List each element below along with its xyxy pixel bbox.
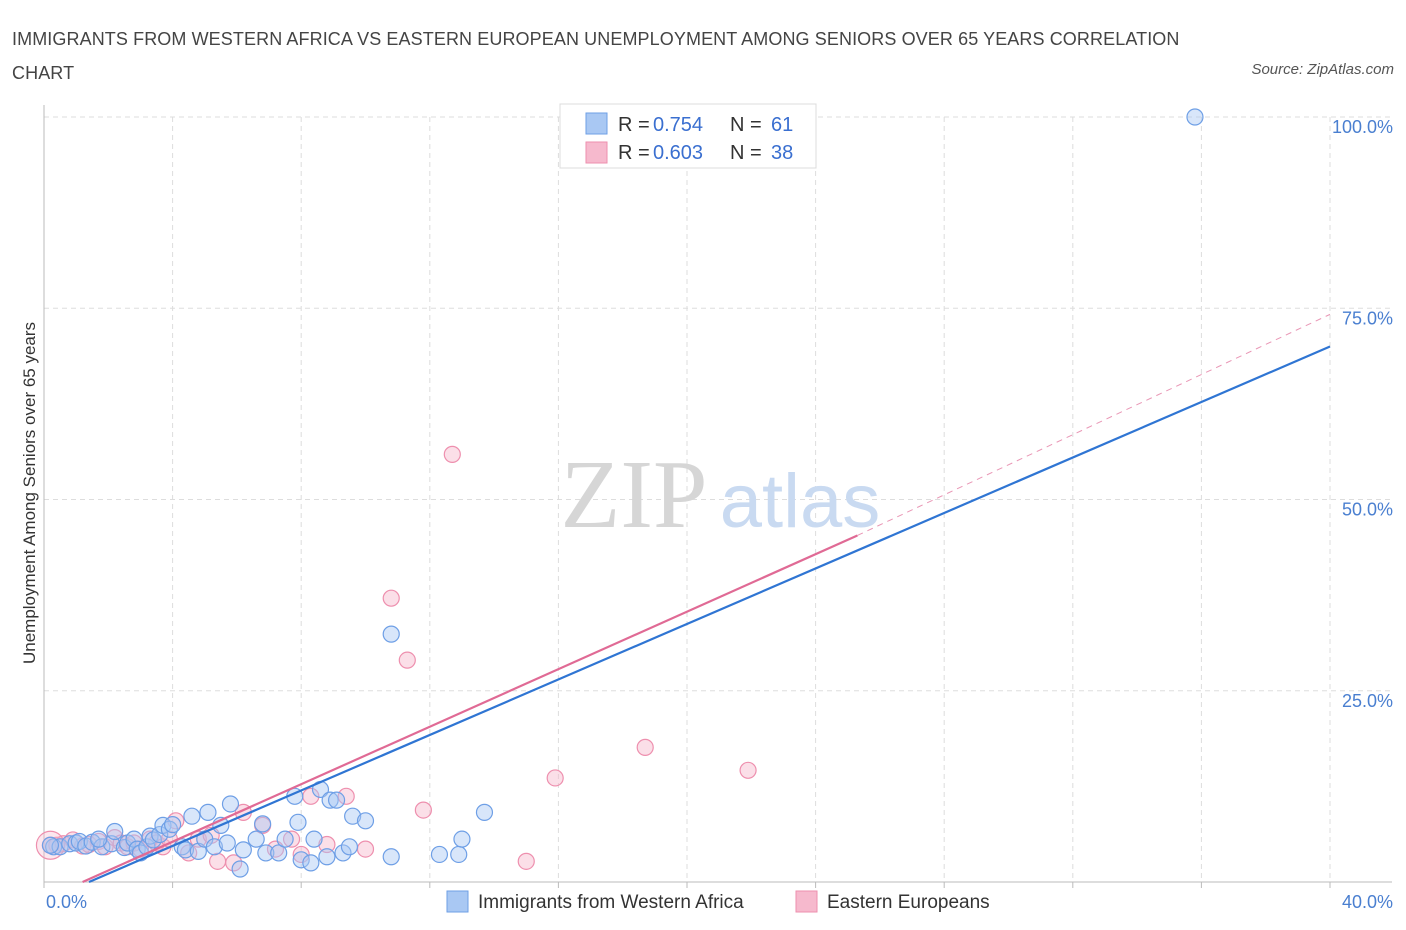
series-legend: Immigrants from Western Africa Eastern E… bbox=[446, 890, 990, 913]
western-africa-point bbox=[205, 838, 223, 856]
western-africa-point bbox=[450, 845, 468, 864]
eastern-europeans-point bbox=[337, 787, 355, 805]
eastern-europeans-trend-extension bbox=[857, 313, 1331, 536]
western-africa-point bbox=[221, 795, 240, 813]
stats-n-label-blue: N = bbox=[730, 114, 762, 136]
x-tick-label: 0.0% bbox=[46, 892, 87, 912]
western-africa-point bbox=[41, 836, 60, 854]
western-africa-point bbox=[164, 816, 182, 834]
stats-r-label-pink: R = bbox=[618, 142, 650, 164]
western-africa-point bbox=[106, 822, 124, 841]
legend-eastern-europeans-label: Eastern Europeans bbox=[827, 892, 990, 913]
y-tick-label: 50.0% bbox=[1342, 500, 1393, 520]
western-africa-point bbox=[289, 813, 307, 831]
western-africa-point bbox=[257, 844, 275, 862]
eastern-europeans-point bbox=[546, 769, 564, 787]
y-tick-label: 100.0% bbox=[1332, 117, 1393, 137]
eastern-europeans-point bbox=[636, 738, 654, 756]
western-africa-point bbox=[382, 625, 400, 643]
western-africa-point bbox=[1186, 108, 1204, 126]
western-africa-point bbox=[430, 845, 449, 864]
western-africa-point bbox=[247, 830, 265, 848]
eastern-europeans-point bbox=[739, 761, 757, 779]
western-africa-point bbox=[321, 791, 339, 809]
western-africa-point bbox=[231, 860, 249, 878]
eastern-europeans-point bbox=[398, 651, 416, 669]
western-africa-point bbox=[475, 803, 494, 821]
stats-n-value-pink: 38 bbox=[771, 142, 793, 164]
y-tick-label: 75.0% bbox=[1342, 308, 1393, 328]
western-africa-point bbox=[340, 838, 359, 856]
stats-legend-blue-swatch bbox=[585, 112, 608, 135]
western-africa-point bbox=[305, 830, 323, 848]
eastern-europeans-point bbox=[356, 840, 375, 858]
stats-legend-pink-swatch bbox=[585, 141, 608, 164]
western-africa-point bbox=[334, 844, 352, 862]
western-africa-point bbox=[270, 844, 288, 862]
stats-n-value-blue: 61 bbox=[771, 114, 793, 136]
series-eastern-europeans-points bbox=[35, 108, 802, 872]
western-africa-point bbox=[292, 851, 310, 869]
western-africa-point bbox=[382, 848, 400, 866]
legend-eastern-europeans-swatch bbox=[795, 890, 818, 913]
y-tick-label: 25.0% bbox=[1342, 691, 1393, 711]
eastern-europeans-point bbox=[414, 801, 432, 819]
western-africa-point bbox=[183, 807, 201, 825]
trend-lines bbox=[82, 313, 1331, 884]
stats-r-label-blue: R = bbox=[618, 114, 650, 136]
eastern-europeans-point bbox=[225, 854, 243, 872]
western-africa-point bbox=[151, 825, 169, 844]
stats-legend: R = 0.754 N = 61 R = 0.603 N = 38 bbox=[559, 103, 817, 169]
stats-n-label-pink: N = bbox=[730, 142, 762, 164]
western-africa-trend-line bbox=[88, 345, 1331, 884]
western-africa-point bbox=[199, 803, 217, 821]
western-africa-point bbox=[254, 815, 272, 833]
eastern-europeans-point bbox=[443, 445, 461, 463]
legend-western-africa-label: Immigrants from Western Africa bbox=[478, 892, 744, 913]
axes bbox=[43, 105, 1392, 888]
western-africa-point bbox=[344, 807, 362, 825]
series-western-africa-points bbox=[41, 108, 1204, 878]
source-label: Source: ZipAtlas.com bbox=[1251, 61, 1394, 78]
tick-labels: 25.0% 50.0% 75.0% 100.0% 0.0% 40.0% bbox=[46, 117, 1393, 912]
western-africa-point bbox=[234, 841, 252, 859]
western-africa-point bbox=[176, 841, 195, 859]
western-africa-point bbox=[218, 834, 236, 852]
y-axis-label: Unemployment Among Seniors over 65 years bbox=[20, 322, 39, 664]
grid-lines bbox=[43, 116, 1392, 882]
western-africa-point bbox=[276, 830, 294, 848]
eastern-europeans-point bbox=[318, 835, 336, 854]
watermark-zip: ZIP bbox=[561, 441, 708, 549]
western-africa-point bbox=[356, 812, 375, 830]
western-africa-point bbox=[160, 820, 178, 838]
eastern-europeans-point bbox=[282, 830, 301, 848]
eastern-europeans-point bbox=[382, 589, 400, 607]
western-africa-point bbox=[90, 830, 108, 848]
western-africa-point bbox=[302, 854, 320, 872]
stats-r-value-pink: 0.603 bbox=[653, 142, 703, 164]
x-tick-label: 40.0% bbox=[1342, 892, 1393, 912]
western-africa-point bbox=[125, 830, 143, 848]
western-africa-point bbox=[327, 791, 346, 809]
chart-title: IMMIGRANTS FROM WESTERN AFRICA VS EASTER… bbox=[12, 29, 1180, 83]
eastern-europeans-point bbox=[209, 852, 227, 870]
western-africa-point bbox=[318, 848, 336, 866]
eastern-europeans-point bbox=[35, 830, 66, 860]
eastern-europeans-trend-line bbox=[82, 534, 858, 884]
watermark-atlas: atlas bbox=[720, 459, 881, 544]
eastern-europeans-point bbox=[517, 852, 535, 870]
legend-western-africa-swatch bbox=[446, 890, 469, 913]
western-africa-point bbox=[453, 830, 471, 848]
stats-r-value-blue: 0.754 bbox=[653, 114, 703, 136]
